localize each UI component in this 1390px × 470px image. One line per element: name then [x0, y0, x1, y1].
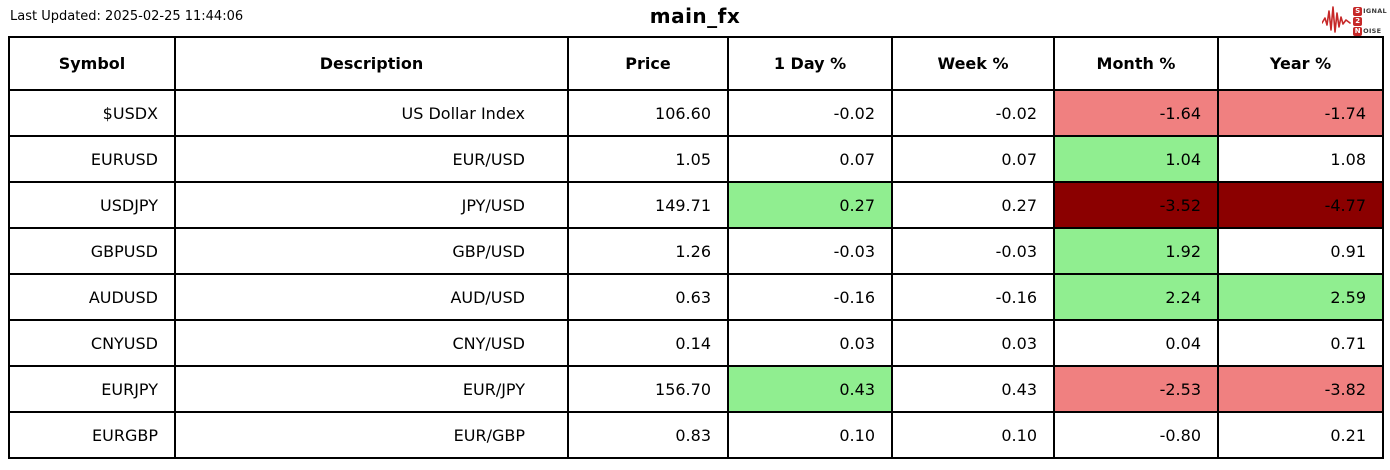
- table-row-gbpusd: GBPUSD GBP/USD 1.26 -0.03 -0.03 1.92 0.9…: [8, 227, 1384, 275]
- description-cell: EUR/GBP: [174, 411, 569, 459]
- description-cell: CNY/USD: [174, 319, 569, 367]
- symbol-cell: GBPUSD: [8, 227, 176, 275]
- description-cell: EUR/JPY: [174, 365, 569, 413]
- column-header-year: Year %: [1217, 36, 1384, 91]
- month-change-cell: -0.80: [1053, 411, 1219, 459]
- week-change-cell: 0.27: [891, 181, 1055, 229]
- column-header-month: Month %: [1053, 36, 1219, 91]
- day-change-cell: 0.10: [727, 411, 893, 459]
- price-cell: 0.83: [567, 411, 729, 459]
- description-cell: AUD/USD: [174, 273, 569, 321]
- signal2noise-logo: S IGNAL 2 N OISE: [1321, 3, 1387, 39]
- week-change-cell: 0.43: [891, 365, 1055, 413]
- table-row-eurgbp: EURGBP EUR/GBP 0.83 0.10 0.10 -0.80 0.21: [8, 411, 1384, 459]
- logo-line-2: 2: [1353, 16, 1387, 26]
- year-change-cell: 0.71: [1217, 319, 1384, 367]
- month-change-cell: 2.24: [1053, 273, 1219, 321]
- description-cell: JPY/USD: [174, 181, 569, 229]
- table-row-audusd: AUDUSD AUD/USD 0.63 -0.16 -0.16 2.24 2.5…: [8, 273, 1384, 321]
- price-cell: 0.63: [567, 273, 729, 321]
- week-change-cell: 0.10: [891, 411, 1055, 459]
- table-row-eurjpy: EURJPY EUR/JPY 156.70 0.43 0.43 -2.53 -3…: [8, 365, 1384, 413]
- logo-rest-signal: IGNAL: [1363, 7, 1387, 15]
- table-row-eurusd: EURUSD EUR/USD 1.05 0.07 0.07 1.04 1.08: [8, 135, 1384, 183]
- day-change-cell: 0.03: [727, 319, 893, 367]
- fx-table: Symbol Description Price 1 Day % Week % …: [8, 36, 1384, 459]
- symbol-cell: $USDX: [8, 89, 176, 137]
- logo-line-signal: S IGNAL: [1353, 6, 1387, 16]
- year-change-cell: 0.21: [1217, 411, 1384, 459]
- column-header-description: Description: [174, 36, 569, 91]
- column-header-1day: 1 Day %: [727, 36, 893, 91]
- table-header-row: Symbol Description Price 1 Day % Week % …: [8, 36, 1384, 91]
- table-row-usdjpy: USDJPY JPY/USD 149.71 0.27 0.27 -3.52 -4…: [8, 181, 1384, 229]
- year-change-cell: -3.82: [1217, 365, 1384, 413]
- year-change-cell: 2.59: [1217, 273, 1384, 321]
- logo-line-noise: N OISE: [1353, 26, 1387, 36]
- day-change-cell: -0.16: [727, 273, 893, 321]
- column-header-symbol: Symbol: [8, 36, 176, 91]
- month-change-cell: 0.04: [1053, 319, 1219, 367]
- symbol-cell: USDJPY: [8, 181, 176, 229]
- last-updated-timestamp: Last Updated: 2025-02-25 11:44:06: [10, 9, 244, 24]
- week-change-cell: -0.02: [891, 89, 1055, 137]
- month-change-cell: -1.64: [1053, 89, 1219, 137]
- day-change-cell: -0.03: [727, 227, 893, 275]
- logo-rest-noise: OISE: [1363, 27, 1382, 35]
- week-change-cell: 0.07: [891, 135, 1055, 183]
- page-title: main_fx: [649, 4, 741, 28]
- logo-chip-2: 2: [1353, 16, 1363, 26]
- table-row-usdx: $USDX US Dollar Index 106.60 -0.02 -0.02…: [8, 89, 1384, 137]
- price-cell: 156.70: [567, 365, 729, 413]
- waveform-icon: [1321, 3, 1352, 39]
- logo-chip-s: S: [1353, 6, 1363, 16]
- day-change-cell: 0.27: [727, 181, 893, 229]
- price-cell: 149.71: [567, 181, 729, 229]
- year-change-cell: -4.77: [1217, 181, 1384, 229]
- symbol-cell: AUDUSD: [8, 273, 176, 321]
- description-cell: EUR/USD: [174, 135, 569, 183]
- price-cell: 0.14: [567, 319, 729, 367]
- symbol-cell: EURJPY: [8, 365, 176, 413]
- week-change-cell: -0.03: [891, 227, 1055, 275]
- year-change-cell: -1.74: [1217, 89, 1384, 137]
- day-change-cell: -0.02: [727, 89, 893, 137]
- column-header-week: Week %: [891, 36, 1055, 91]
- description-cell: GBP/USD: [174, 227, 569, 275]
- symbol-cell: EURGBP: [8, 411, 176, 459]
- logo-text: S IGNAL 2 N OISE: [1353, 6, 1387, 36]
- month-change-cell: 1.92: [1053, 227, 1219, 275]
- week-change-cell: -0.16: [891, 273, 1055, 321]
- price-cell: 1.26: [567, 227, 729, 275]
- year-change-cell: 1.08: [1217, 135, 1384, 183]
- symbol-cell: EURUSD: [8, 135, 176, 183]
- price-cell: 1.05: [567, 135, 729, 183]
- table-row-cnyusd: CNYUSD CNY/USD 0.14 0.03 0.03 0.04 0.71: [8, 319, 1384, 367]
- day-change-cell: 0.07: [727, 135, 893, 183]
- description-cell: US Dollar Index: [174, 89, 569, 137]
- month-change-cell: -2.53: [1053, 365, 1219, 413]
- week-change-cell: 0.03: [891, 319, 1055, 367]
- month-change-cell: -3.52: [1053, 181, 1219, 229]
- month-change-cell: 1.04: [1053, 135, 1219, 183]
- day-change-cell: 0.43: [727, 365, 893, 413]
- logo-chip-n: N: [1353, 26, 1363, 36]
- symbol-cell: CNYUSD: [8, 319, 176, 367]
- year-change-cell: 0.91: [1217, 227, 1384, 275]
- column-header-price: Price: [567, 36, 729, 91]
- price-cell: 106.60: [567, 89, 729, 137]
